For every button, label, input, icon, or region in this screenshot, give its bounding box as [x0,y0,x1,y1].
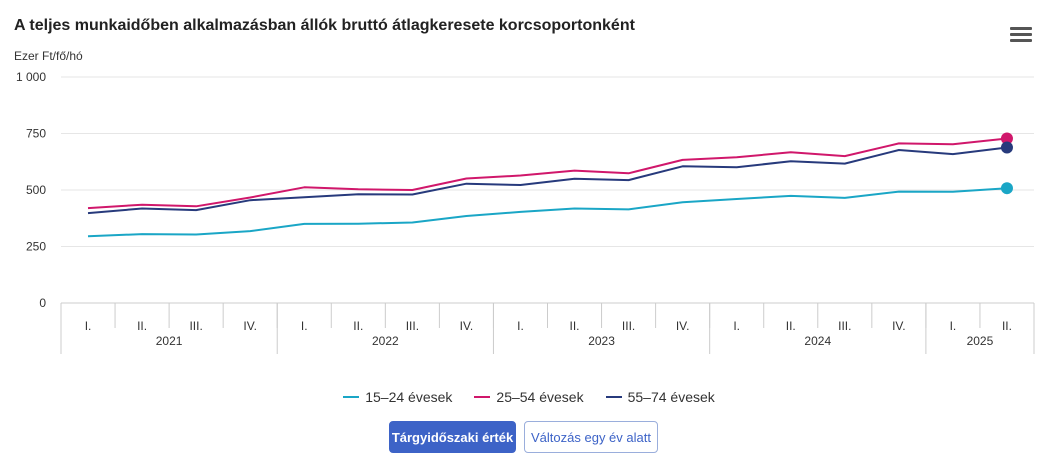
x-tick-label-year: 2024 [804,334,831,348]
y-tick-label: 0 [39,296,46,310]
legend-label-25-54: 25–54 évesek [496,389,584,405]
x-tick-label-quarter: IV. [676,319,690,333]
x-tick-label-quarter: I. [733,319,740,333]
yearly-change-button[interactable]: Változás egy év alatt [524,421,658,453]
x-tick-label-quarter: I. [950,319,957,333]
x-tick-label-quarter: II. [353,319,363,333]
x-tick-label-quarter: II. [786,319,796,333]
y-tick-label: 250 [26,240,46,254]
legend-item-25-54[interactable]: 25–54 évesek [474,389,584,405]
x-tick-label-quarter: III. [622,319,635,333]
legend-label-55-74: 55–74 évesek [627,389,715,405]
x-tick-label-quarter: IV. [892,319,906,333]
current-value-button[interactable]: Tárgyidőszaki érték [389,421,516,453]
x-tick-label-quarter: IV. [243,319,257,333]
x-tick-label-year: 2023 [588,334,615,348]
legend-label-15-24: 15–24 évesek [365,389,453,405]
legend-swatch-55-74 [605,396,622,398]
chart-title: A teljes munkaidőben alkalmazásban állók… [14,17,635,34]
x-tick-label-quarter: II. [570,319,580,333]
x-tick-label-quarter: I. [517,319,524,333]
view-toggle: Tárgyidőszaki érték Változás egy év alat… [389,421,658,453]
series-line-0 [87,187,1008,238]
x-tick-label-quarter: I. [301,319,308,333]
y-tick-label: 500 [26,183,46,197]
legend-swatch-15-24 [343,396,360,398]
x-tick-label-year: 2021 [156,334,183,348]
series-line-1 [87,137,1008,210]
legend-swatch-25-54 [474,396,491,398]
x-tick-label-quarter: III. [838,319,851,333]
x-tick-label-quarter: IV. [460,319,474,333]
hamburger-menu-icon[interactable] [1010,27,1032,45]
legend-item-55-74[interactable]: 55–74 évesek [605,389,715,405]
line-chart: 0 250 500 750 1 000 I. II. III. IV. I. II. III. IV. I… [16,70,1035,354]
legend-item-15-24[interactable]: 15–24 évesek [343,389,452,405]
series-end-marker-0 [1000,182,1013,195]
x-tick-label-quarter: I. [85,319,92,333]
x-tick-label-quarter: III. [189,319,202,333]
y-tick-label: 1 000 [16,70,46,84]
series-line-2 [87,146,1008,215]
series-end-marker-2 [1000,141,1013,154]
series-end-marker-1 [1000,132,1013,145]
y-tick-label: 750 [26,127,46,141]
x-tick-label-year: 2025 [967,334,994,348]
chart-legend: 15–24 évesek 25–54 évesek 55–74 évesek [0,389,1058,405]
x-tick-label-quarter: III. [406,319,419,333]
x-tick-label-quarter: II. [1002,319,1012,333]
y-axis-label: Ezer Ft/fő/hó [14,49,83,63]
x-tick-label-year: 2022 [372,334,399,348]
x-tick-label-quarter: II. [137,319,147,333]
